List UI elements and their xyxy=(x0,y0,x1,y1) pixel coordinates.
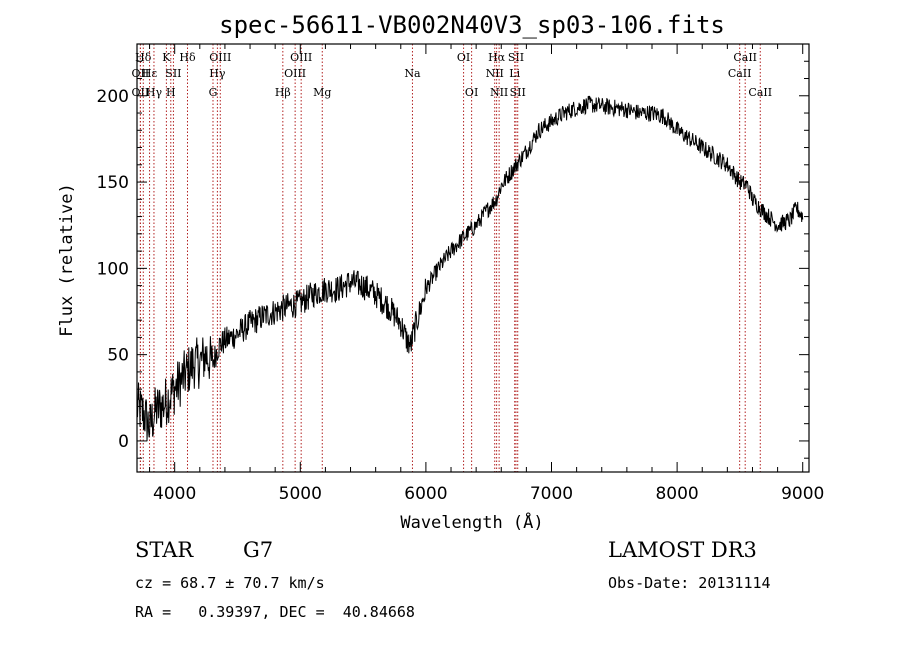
y-tick-label-100: 100 xyxy=(97,259,129,279)
line-marker-label-8: Hδ xyxy=(179,51,196,64)
x-axis-label: Wavelength (Å) xyxy=(400,511,543,533)
line-marker-label-25: CaII xyxy=(733,51,757,64)
line-marker-label-21: NII xyxy=(490,86,508,99)
chart-title: spec-56611-VB002N40V3_sp03-106.fits xyxy=(219,11,725,39)
line-marker-label-10: Hγ xyxy=(209,67,226,80)
y-axis-label: Flux (relative) xyxy=(57,183,77,337)
line-marker-label-22: SII xyxy=(508,51,524,64)
redshift-text: cz = 68.7 ± 70.7 km/s xyxy=(135,574,325,592)
object-subclass: G7 xyxy=(243,538,274,562)
coordinates-text: RA = 0.39397, DEC = 40.84668 xyxy=(135,603,415,621)
x-tick-label-5000: 5000 xyxy=(279,484,322,504)
line-marker-label-17: OI xyxy=(457,51,470,64)
y-tick-label-200: 200 xyxy=(97,87,129,107)
line-marker-label-7: H xyxy=(166,86,176,99)
x-tick-label-9000: 9000 xyxy=(781,484,824,504)
series-line-0 xyxy=(136,95,804,442)
obs-date-text: Obs-Date: 20131114 xyxy=(608,574,771,592)
line-marker-label-12: Hβ xyxy=(275,86,291,99)
y-tick-label-0: 0 xyxy=(118,432,129,452)
line-marker-label-18: OI xyxy=(465,86,478,99)
line-marker-label-3: Hε xyxy=(142,67,158,80)
line-marker-label-11: G xyxy=(209,86,218,99)
x-axis-ticks: 4000 5000 6000 7000 8000 9000 xyxy=(149,44,824,504)
survey-name: LAMOST DR3 xyxy=(608,538,757,562)
line-marker-label-5: K xyxy=(162,51,171,64)
plot-frame xyxy=(136,43,810,473)
line-marker-label-4: Hγ xyxy=(146,86,163,99)
line-marker-label-26: CaII xyxy=(728,67,752,80)
line-marker-label-20: NII xyxy=(486,67,504,80)
line-marker-label-16: Na xyxy=(404,67,421,80)
y-axis-ticks: 0 50 100 150 200 xyxy=(97,60,809,459)
line-marker-label-14: OIII xyxy=(284,67,306,80)
y-tick-label-150: 150 xyxy=(97,173,129,193)
object-class: STAR xyxy=(135,538,194,562)
y-tick-label-50: 50 xyxy=(107,346,129,366)
line-marker-label-27: CaII xyxy=(748,86,772,99)
line-marker-label-0: Hδ xyxy=(135,51,152,64)
line-marker-label-15: Mg xyxy=(313,86,331,99)
x-tick-label-4000: 4000 xyxy=(153,484,196,504)
line-marker-label-19: Hα xyxy=(488,51,506,64)
x-tick-label-7000: 7000 xyxy=(530,484,573,504)
line-marker-label-24: SII xyxy=(510,86,526,99)
x-tick-label-8000: 8000 xyxy=(655,484,698,504)
line-marker-label-6: SII xyxy=(165,67,181,80)
x-tick-label-6000: 6000 xyxy=(404,484,447,504)
line-marker-label-23: Li xyxy=(509,67,520,80)
line-marker-label-13: OIII xyxy=(290,51,312,64)
series-group xyxy=(136,95,804,442)
line-marker-label-9: OIII xyxy=(209,51,231,64)
